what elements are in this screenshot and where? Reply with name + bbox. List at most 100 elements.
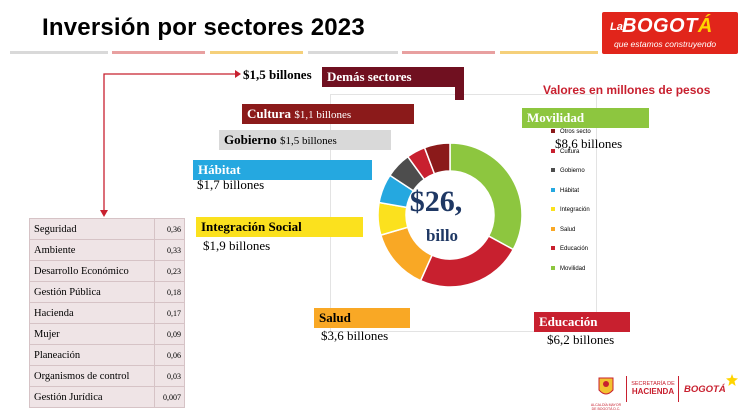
legend-label: Hábitat <box>560 187 580 194</box>
donut-chart: $26, billo <box>377 142 523 288</box>
logo-la: La <box>610 21 623 33</box>
footer-divider <box>626 376 627 402</box>
table-row: Mujer 0,09 <box>29 323 185 345</box>
star-icon <box>726 374 738 386</box>
hacienda-line-1: SECRETARÍA DE <box>631 381 675 387</box>
underline-segment <box>308 51 398 54</box>
legend-label: Integración <box>560 207 590 213</box>
table-cell-sector: Organismos de control <box>29 365 155 387</box>
others-table: Seguridad 0,36 Ambiente 0,33 Desarrollo Econ… <box>29 218 185 408</box>
table-cell-value: 0,36 <box>154 218 185 240</box>
underline-segment <box>10 51 108 54</box>
table-cell-sector: Ambiente <box>29 239 155 261</box>
educacion-value: $6,2 billones <box>547 332 615 347</box>
table-cell-sector: Planeación <box>29 344 155 366</box>
legend-item: Hábitat <box>551 188 579 194</box>
integracion-bar: Integración Social <box>196 217 363 237</box>
underline-segment <box>112 51 205 54</box>
logo-bogota: BOGOTÁ <box>622 15 713 38</box>
donut-slice-movilidad <box>449 142 523 251</box>
legend-swatch <box>551 226 555 231</box>
table-cell-sector: Gestión Jurídica <box>29 386 155 408</box>
integracion-value: $1,9 billones <box>203 238 271 253</box>
logo-bogota-main: BOGOT <box>622 15 698 37</box>
table-row: Gestión Jurídica 0,007 <box>29 386 185 408</box>
cultura-bar: Cultura $1,1 billones <box>242 104 414 124</box>
demas-bar: Demás sectores <box>322 67 464 87</box>
bogota-footer-text: BOGOTÁ <box>684 384 726 395</box>
table-cell-value: 0,09 <box>154 323 185 345</box>
legend-item: Integración <box>551 207 590 213</box>
logo-tagline: que estamos construyendo <box>614 39 717 49</box>
table-row: Desarrollo Económico 0,23 <box>29 260 185 282</box>
bogota-footer-logo: BOGOTÁ <box>684 374 740 404</box>
table-cell-value: 0,33 <box>154 239 185 261</box>
cultura-label: Cultura <box>247 106 292 121</box>
table-cell-sector: Desarrollo Económico <box>29 260 155 282</box>
table-cell-sector: Hacienda <box>29 302 155 324</box>
table-cell-value: 0,06 <box>154 344 185 366</box>
table-row: Ambiente 0,33 <box>29 239 185 261</box>
legend-label: Otros secto <box>560 129 591 135</box>
salud-bar: Salud <box>314 308 410 328</box>
logo-bogota-accent: Á <box>697 15 713 37</box>
table-cell-value: 0,007 <box>154 386 185 408</box>
legend-swatch <box>551 246 555 251</box>
legend-item: Gobierno <box>551 168 585 174</box>
legend-label: Salud <box>560 226 576 233</box>
legend-label: Gobierno <box>560 168 585 174</box>
table-row: Seguridad 0,36 <box>29 218 185 240</box>
legend-label: Cultura <box>560 148 580 155</box>
table-cell-sector: Seguridad <box>29 218 155 240</box>
educacion-bar: Educación <box>534 312 630 332</box>
units-label: Valores en millones de pesos <box>543 83 711 97</box>
underline-segment <box>402 51 495 54</box>
table-cell-sector: Mujer <box>29 323 155 345</box>
table-row: Planeación 0,06 <box>29 344 185 366</box>
legend-swatch <box>551 168 555 173</box>
legend-label: Educación <box>560 246 589 252</box>
footer-divider <box>678 376 679 402</box>
title-underline <box>10 47 600 57</box>
legend-swatch <box>551 265 555 270</box>
legend-item: Otros secto <box>551 129 591 135</box>
legend-swatch <box>551 187 555 192</box>
gobierno-bar: Gobierno $1,5 billones <box>219 130 391 150</box>
table-row: Gestión Pública 0,18 <box>29 281 185 303</box>
movilidad-value: $8,6 billones <box>555 136 623 151</box>
hacienda-line-2: HACIENDA <box>631 387 675 396</box>
legend-item: Movilidad <box>551 266 585 272</box>
table-row: Hacienda 0,17 <box>29 302 185 324</box>
gobierno-label: Gobierno <box>224 132 277 147</box>
legend-swatch <box>551 129 555 134</box>
legend-item: Educación <box>551 246 588 252</box>
legend-item: Cultura <box>551 149 579 155</box>
table-cell-value: 0,17 <box>154 302 185 324</box>
legend-swatch <box>551 148 555 153</box>
movilidad-bar: Movilidad <box>522 108 649 128</box>
bogota-logo: La BOGOTÁ que estamos construyendo <box>602 12 738 54</box>
habitat-value: $1,7 billones <box>197 177 265 192</box>
donut-slice-salud <box>379 226 433 282</box>
gobierno-value: $1,5 billones <box>279 135 337 147</box>
legend-swatch <box>551 207 555 212</box>
table-cell-sector: Gestión Pública <box>29 281 155 303</box>
table-cell-value: 0,18 <box>154 281 185 303</box>
underline-segment <box>210 51 303 54</box>
demas-bar-tail <box>455 86 464 100</box>
legend-item: Salud <box>551 227 575 233</box>
table-cell-value: 0,23 <box>154 260 185 282</box>
donut-center-value: $26, <box>410 185 463 218</box>
hacienda-logo: SECRETARÍA DE HACIENDA <box>630 374 676 404</box>
page-title: Inversión por sectores 2023 <box>42 14 365 41</box>
habitat-bar: Hábitat <box>193 160 372 180</box>
demas-value: $1,5 billones <box>243 67 312 82</box>
alcaldia-logo: ALCALDÍA MAYOR DE BOGOTÁ D.C. <box>589 374 623 411</box>
table-cell-value: 0,03 <box>154 365 185 387</box>
alcaldia-text: ALCALDÍA MAYOR DE BOGOTÁ D.C. <box>590 403 622 411</box>
underline-segment <box>500 51 598 54</box>
cultura-value: $1,1 billones <box>294 109 352 121</box>
salud-value: $3,6 billones <box>321 328 389 343</box>
donut-center-unit: billo <box>426 226 458 245</box>
